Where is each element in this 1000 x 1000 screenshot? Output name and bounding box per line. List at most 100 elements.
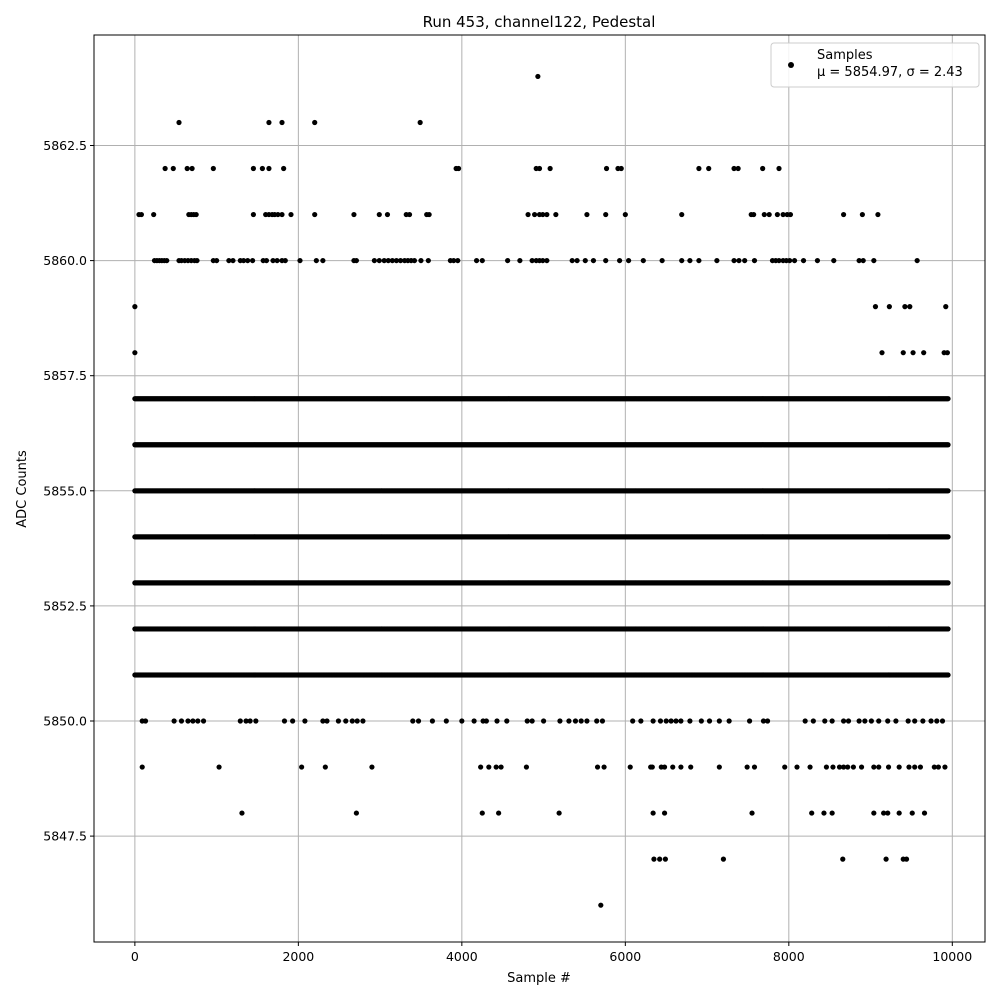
scatter-point: [176, 119, 182, 126]
scatter-point: [590, 257, 597, 264]
scatter-point: [945, 442, 951, 448]
scatter-point: [281, 165, 287, 172]
scatter-point: [505, 257, 511, 264]
scatter-point: [679, 257, 685, 264]
scatter-point: [856, 257, 862, 264]
scatter-point: [376, 257, 382, 264]
scatter-point: [455, 165, 462, 172]
scatter-point: [910, 350, 916, 356]
scatter-point: [397, 257, 404, 264]
scatter-point: [266, 165, 272, 172]
scatter-point: [603, 165, 610, 172]
scatter-point: [751, 211, 757, 218]
scatter-point: [417, 119, 423, 126]
scatter-point: [780, 211, 786, 218]
scatter-point: [425, 257, 431, 264]
scatter-point: [312, 119, 318, 126]
scatter-point: [529, 257, 535, 264]
scatter-point: [531, 211, 538, 218]
scatter-point: [872, 304, 879, 310]
scatter-point: [914, 257, 920, 264]
scatter-point: [274, 257, 280, 264]
scatter-point: [706, 165, 712, 172]
scatter-point: [250, 165, 256, 172]
scatter-point: [371, 257, 377, 264]
scatter-point: [411, 257, 418, 264]
scatter-point: [687, 257, 693, 264]
scatter-point: [189, 165, 195, 172]
scatter-point: [517, 257, 523, 264]
scatter-point: [210, 165, 216, 172]
scatter-point: [151, 211, 157, 218]
scatter-point: [385, 257, 391, 264]
scatter-point: [138, 211, 145, 218]
scatter-point: [376, 211, 382, 218]
scatter-point: [279, 211, 285, 218]
scatter-point: [831, 257, 837, 264]
scatter-point: [351, 211, 357, 218]
scatter-point: [859, 211, 865, 218]
scatter-point: [230, 257, 236, 264]
scatter-point: [535, 73, 541, 80]
scatter-point: [731, 257, 737, 264]
scatter-point: [547, 165, 553, 172]
scatter-point: [603, 257, 609, 264]
scatter-point: [840, 211, 847, 218]
scatter-point: [760, 165, 766, 172]
scatter-point: [282, 257, 288, 264]
scatter-point: [696, 165, 702, 172]
scatter-point: [536, 165, 543, 172]
scatter-point: [791, 257, 798, 264]
scatter-point: [569, 257, 575, 264]
scatter-point: [679, 211, 685, 218]
scatter-point: [426, 211, 432, 218]
scatter-point: [921, 350, 927, 356]
scatter-point: [742, 257, 748, 264]
scatter-point: [787, 257, 793, 264]
scatter-point: [860, 257, 866, 264]
scatter-point: [525, 211, 531, 218]
scatter-point: [714, 257, 720, 264]
scatter-point: [736, 257, 742, 264]
scatter-point: [263, 257, 270, 264]
scatter-point: [696, 257, 702, 264]
scatter-point: [886, 304, 892, 310]
scatter-point: [184, 165, 190, 172]
scatter-point: [455, 257, 461, 264]
scatter-point: [226, 257, 232, 264]
scatter-point: [275, 211, 281, 218]
scatter-point: [626, 257, 632, 264]
scatter-point: [170, 165, 176, 172]
scatter-point: [871, 257, 877, 264]
scatter-point: [944, 350, 950, 356]
scatter-point: [584, 211, 590, 218]
scatter-point: [259, 165, 265, 172]
scatter-point: [902, 304, 908, 310]
scatter-point: [766, 211, 772, 218]
scatter-point: [266, 119, 272, 126]
scatter-point: [288, 211, 294, 218]
scatter-point: [945, 534, 951, 540]
scatter-point: [945, 580, 951, 586]
scatter-point: [787, 211, 794, 218]
scatter-point: [761, 211, 767, 218]
scatter-point: [384, 211, 391, 218]
scatter-point: [617, 257, 623, 264]
scatter-point: [240, 257, 247, 264]
scatter-point: [132, 350, 138, 356]
scatter-point: [451, 257, 457, 264]
scatter-point: [943, 304, 949, 310]
scatter-point: [250, 211, 256, 218]
scatter-point: [582, 257, 588, 264]
scatter-point: [353, 257, 359, 264]
scatter-point: [270, 257, 276, 264]
scatter-point: [418, 257, 424, 264]
scatter-point: [776, 165, 782, 172]
scatter-point: [603, 211, 609, 218]
scatter-point: [389, 257, 395, 264]
scatter-point: [814, 257, 821, 264]
scatter-point: [279, 119, 285, 126]
scatter-point: [193, 211, 199, 218]
